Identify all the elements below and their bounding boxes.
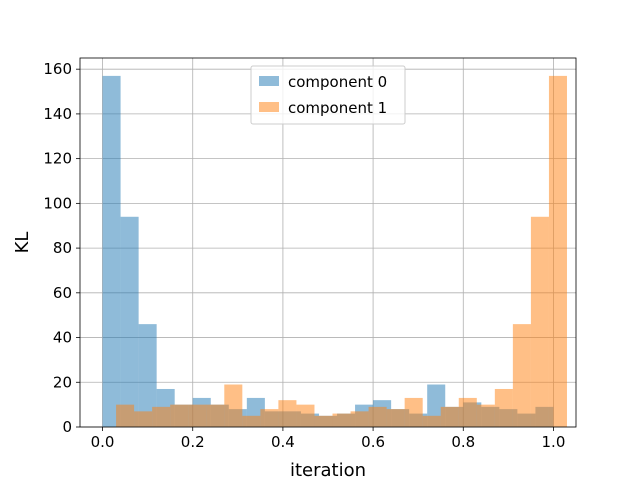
y-tick-label: 120 [43,150,72,168]
legend: component 0 component 1 [250,65,406,125]
histogram-bar-series-1 [422,415,441,427]
histogram-bar-series-1 [206,404,225,427]
y-tick-label: 60 [53,284,72,302]
histogram-bar-series-1 [170,404,189,427]
x-tick-label: 0.4 [271,433,295,451]
y-tick-label: 100 [43,194,72,212]
y-tick-label: 20 [53,373,72,391]
histogram-bar-series-0 [138,324,157,427]
bars [102,75,567,428]
plot-frame [79,57,577,428]
histogram-bar-series-1 [386,409,405,427]
histogram-bar-series-1 [368,406,387,427]
histogram-bar-series-1 [260,409,279,427]
histogram-bar-series-1 [548,75,567,428]
legend-swatch-component-1 [259,102,279,112]
y-tick-label: 0 [62,418,72,436]
y-tick-label: 140 [43,105,72,123]
histogram-bar-series-1 [278,400,297,427]
legend-box [250,65,406,125]
histogram-bar-series-1 [116,404,135,427]
histogram-bar-series-1 [458,397,477,427]
x-tick-label: 0.2 [181,433,205,451]
histogram-bar-series-0 [120,216,139,427]
legend-swatch-component-0 [259,76,279,86]
histogram-bar-series-1 [134,411,153,427]
histogram-bar-series-1 [242,415,261,427]
histogram-bar-series-1 [314,415,333,427]
histogram-bar-series-1 [224,384,243,427]
histogram-bar-series-1 [152,406,171,427]
x-tick-label: 1.0 [542,433,566,451]
histogram-bar-series-1 [404,397,423,427]
histogram-bar-series-1 [332,413,351,427]
histogram-bar-series-1 [350,411,369,427]
y-tick-label: 40 [53,329,72,347]
histogram-bar-series-1 [188,404,207,427]
y-axis-label: KL [12,232,33,254]
ticks: 0.0 0.2 0.4 0.6 0.8 1.0 0 20 40 60 80 100 120 140 160 [43,60,565,451]
legend-label-component-1: component 1 [288,99,387,117]
x-tick-label: 0.0 [91,433,115,451]
x-axis-label: iteration [290,460,366,480]
histogram-bar-series-1 [512,324,531,427]
x-tick-label: 0.8 [451,433,475,451]
histogram-bar-series-1 [494,388,513,427]
x-tick-label: 0.6 [361,433,385,451]
y-tick-label: 160 [43,60,72,78]
histogram-bar-series-1 [440,406,459,427]
histogram-bar-series-1 [476,404,495,427]
histogram-bar-series-1 [296,404,315,427]
histogram-bar-series-0 [102,75,121,428]
legend-label-component-0: component 0 [288,73,387,91]
y-tick-label: 80 [53,239,72,257]
histogram-bar-series-1 [530,216,549,427]
